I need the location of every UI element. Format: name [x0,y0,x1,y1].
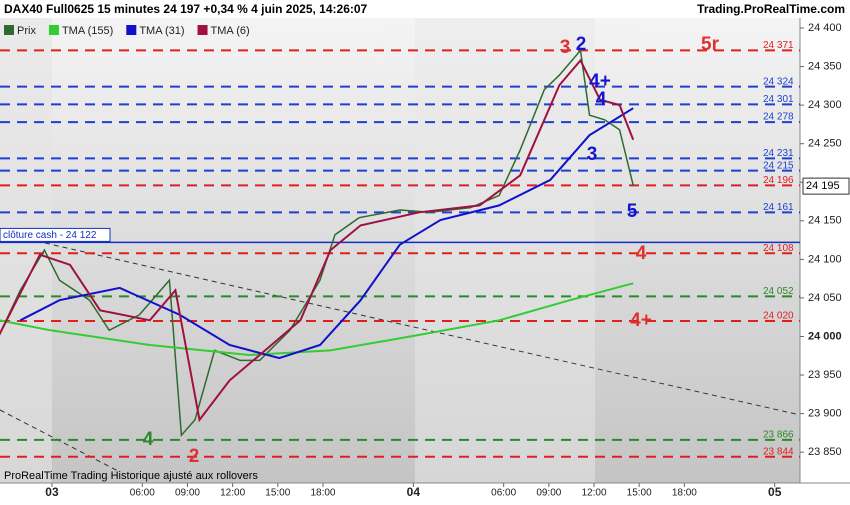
level-label: 24 161 [763,202,794,213]
legend-label: TMA (155) [62,25,113,37]
y-tick-label: 23 900 [808,408,842,420]
x-tick-label: 12:00 [581,488,606,499]
y-tick-label: 24 350 [808,60,842,72]
level-label: 24 052 [763,286,794,297]
y-tick-label: 24 100 [808,253,842,265]
legend-swatch [4,25,14,35]
legend-label: TMA (31) [139,25,184,37]
x-tick-label: 18:00 [310,488,335,499]
y-tick-label: 24 000 [808,330,842,342]
series-line [0,48,634,438]
wave-label: 2 [189,446,200,467]
y-tick-label: 24 250 [808,138,842,150]
x-tick-label: 15:00 [627,488,652,499]
close-label: clôture cash - 24 122 [3,230,97,241]
level-label: 24 020 [763,311,794,322]
wave-label: 3 [560,37,571,58]
close-label-box [0,227,111,242]
y-tick-label: 24 050 [808,292,842,304]
level-label: 24 231 [763,148,794,159]
band [415,18,595,483]
legend-swatch [126,25,137,35]
x-tick-label: 04 [407,485,421,499]
y-tick-label: 23 850 [808,446,842,458]
series-line [0,282,634,357]
y-tick-label: 24 150 [808,215,842,227]
level-label: 24 215 [763,160,794,171]
wave-label: 3 [587,144,598,165]
chart-title: DAX40 Full0625 15 minutes 24 197 +0,34 %… [4,2,368,16]
x-tick-label: 03 [45,485,59,499]
wave-label: 4+ [589,71,611,92]
wave-label: 2 [576,34,587,55]
wave-label: 5r [701,34,720,55]
trend-line [0,409,121,473]
y-tick-label: 23 950 [808,369,842,381]
wave-label: 5 [627,201,638,222]
level-label: 24 324 [763,76,794,87]
footer: ProRealTime Trading Historique ajusté au… [4,470,258,482]
level-label: 23 844 [763,446,794,457]
level-label: 24 371 [763,40,794,51]
x-tick-label: 05 [768,485,782,499]
wave-label: 4 [596,89,607,110]
x-tick-label: 18:00 [672,488,697,499]
x-tick-label: 12:00 [220,488,245,499]
series-line [0,58,635,423]
x-tick-label: 09:00 [175,488,200,499]
x-tick-label: 06:00 [491,488,516,499]
legend-swatch [48,25,59,35]
legend-label: TMA (6) [211,25,250,37]
series-line [19,107,634,360]
trend-line [44,242,801,416]
x-tick-label: 09:00 [536,488,561,499]
last-price-box [802,177,850,195]
y-tick-label: 24 300 [808,99,842,111]
x-tick-label: 06:00 [130,488,155,499]
last-price-label: 24 195 [806,180,840,192]
level-label: 24 196 [763,175,794,186]
wave-label: 4 [143,429,154,450]
legend-label: Prix [17,25,36,37]
level-label: 24 108 [763,243,794,254]
y-tick-label: 24 400 [808,22,842,34]
wave-label: 4+ [630,310,652,331]
x-tick-label: 15:00 [265,488,290,499]
legend-swatch [197,25,208,35]
source: Trading.ProRealTime.com [697,2,845,16]
level-label: 24 278 [763,112,794,123]
level-label: 23 866 [763,429,794,440]
plot-bg [0,18,800,483]
wave-label: 4 [636,243,647,264]
level-label: 24 301 [763,94,794,105]
